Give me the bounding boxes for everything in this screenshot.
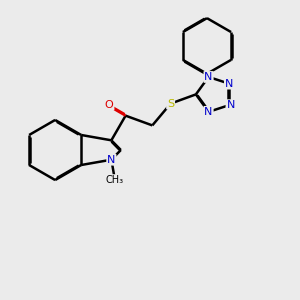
- Text: N: N: [226, 100, 235, 110]
- Text: CH₃: CH₃: [105, 175, 123, 185]
- Text: N: N: [225, 79, 233, 88]
- Text: N: N: [107, 155, 116, 165]
- Text: O: O: [105, 100, 113, 110]
- Text: S: S: [167, 99, 174, 109]
- Text: N: N: [204, 72, 213, 82]
- Text: N: N: [204, 107, 213, 117]
